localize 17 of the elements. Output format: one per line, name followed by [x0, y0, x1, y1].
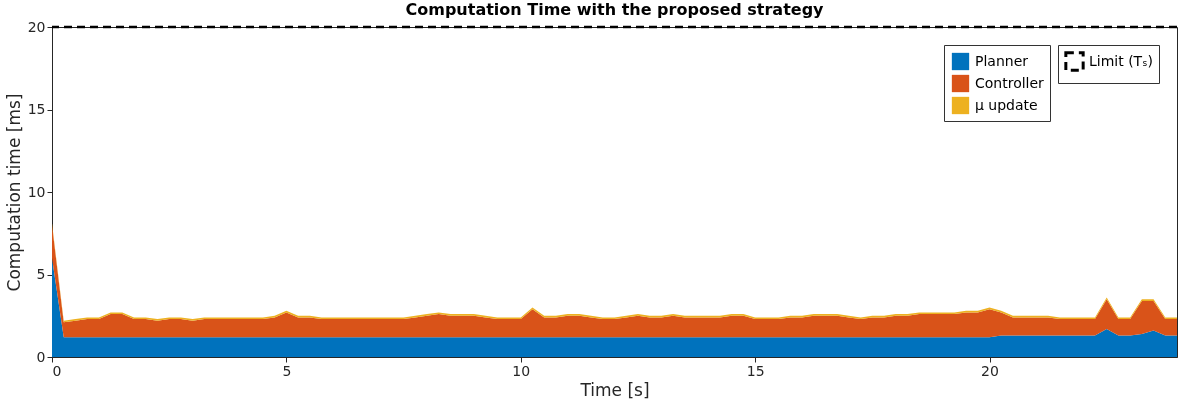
y-tick-label: 15	[27, 101, 46, 117]
y-tick-label: 0	[36, 348, 46, 365]
y-tick-label: 5	[36, 266, 46, 282]
y-tick-label: 10	[27, 183, 46, 200]
x-axis-title: Time [s]	[579, 379, 650, 400]
chart-title: Computation Time with the proposed strategy	[405, 0, 825, 19]
legend-label: Limit (Tₛ)	[1089, 52, 1153, 69]
legend-label: Planner	[975, 52, 1029, 69]
y-tick-label: 20	[27, 18, 46, 35]
x-tick-label: 15	[746, 362, 765, 379]
legend-label: Controller	[975, 74, 1045, 91]
x-tick-label: 0	[52, 362, 62, 379]
y-axis-title: Computation time [ms]	[3, 93, 24, 292]
x-tick-label: 20	[981, 362, 999, 379]
x-tick-label: 5	[282, 362, 292, 379]
legend-label: μ update	[975, 96, 1038, 113]
x-tick-label: 10	[512, 362, 531, 379]
